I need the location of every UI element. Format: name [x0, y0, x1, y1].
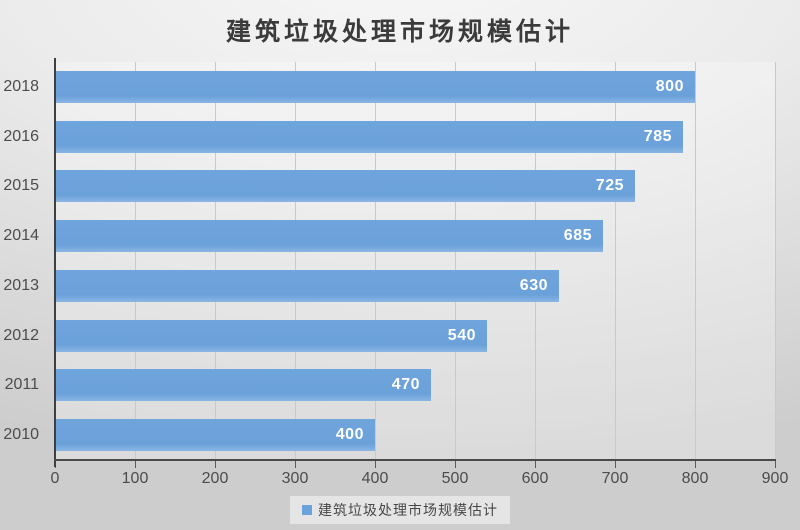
x-axis-tick-100	[135, 461, 136, 468]
x-axis-tick-label-900: 900	[761, 470, 789, 487]
x-axis-tick-400	[375, 461, 376, 468]
x-axis-tick-500	[455, 461, 456, 468]
y-axis-label-2016: 2016	[3, 127, 39, 145]
bar-value-label-2012: 540	[447, 326, 476, 344]
bar-2018: 800	[55, 70, 695, 103]
legend-label: 建筑垃圾处理市场规模估计	[318, 502, 498, 518]
x-axis-tick-label-100: 100	[121, 470, 149, 487]
bar-2013: 630	[55, 269, 559, 302]
x-axis-tick-label-700: 700	[601, 470, 629, 487]
gridline-300	[295, 62, 296, 460]
x-axis-tick-label-0: 0	[50, 470, 60, 487]
bar-2011: 470	[55, 369, 431, 402]
x-axis-tick-600	[535, 461, 536, 468]
bar-row-2014: 685	[55, 211, 775, 261]
legend-marker-icon	[302, 505, 312, 515]
x-axis-tick-label-400: 400	[361, 470, 389, 487]
bar-value-label-2015: 725	[595, 177, 624, 195]
bar-2010: 400	[55, 419, 375, 452]
gridline-900	[775, 62, 776, 460]
legend-box: 建筑垃圾处理市场规模估计	[290, 496, 510, 524]
y-axis-line	[54, 58, 56, 467]
x-axis-tick-900	[775, 461, 776, 468]
gridline-700	[615, 62, 616, 460]
gridline-600	[535, 62, 536, 460]
bar-row-2015: 725	[55, 162, 775, 212]
bar-2016: 785	[55, 120, 683, 153]
bar-row-2013: 630	[55, 261, 775, 311]
bar-value-label-2011: 470	[391, 376, 420, 394]
bar-row-2011: 470	[55, 361, 775, 411]
x-axis-line	[54, 459, 776, 461]
y-axis-label-2013: 2013	[3, 276, 39, 294]
bar-value-label-2014: 685	[563, 227, 592, 245]
x-axis-tick-700	[615, 461, 616, 468]
bar-row-2010: 400	[55, 410, 775, 460]
gridline-200	[214, 62, 216, 460]
y-axis-label-2015: 2015	[3, 177, 39, 195]
gridline-500	[455, 62, 456, 460]
y-axis-label-2010: 2010	[3, 426, 39, 444]
x-axis-tick-label-300: 300	[281, 470, 309, 487]
gridline-400	[374, 62, 376, 460]
y-axis-labels: 2018 2016 2015 2014 2013 2012 2011 2010	[0, 62, 48, 460]
x-axis-tick-label-600: 600	[521, 470, 549, 487]
x-axis-tick-300	[295, 461, 296, 468]
bar-value-label-2010: 400	[335, 426, 364, 444]
x-axis-tick-200	[215, 461, 216, 468]
bar-2014: 685	[55, 220, 603, 253]
y-axis-label-2018: 2018	[3, 77, 39, 95]
bar-row-2018: 800	[55, 62, 775, 112]
plot-area: 800 785 725 685 630 540 470 400	[54, 58, 776, 467]
chart-title: 建筑垃圾处理市场规模估计	[225, 18, 574, 46]
bar-value-label-2016: 785	[643, 127, 672, 145]
bar-row-2012: 540	[55, 311, 775, 361]
x-axis-tick-800	[695, 461, 696, 468]
gridline-100	[134, 62, 136, 460]
bar-2012: 540	[55, 319, 487, 352]
bar-rows: 800 785 725 685 630 540 470 400	[55, 62, 775, 460]
bar-2015: 725	[55, 170, 635, 203]
gridline-800	[694, 62, 696, 460]
x-axis-tick-label-800: 800	[681, 470, 709, 487]
legend: 建筑垃圾处理市场规模估计	[0, 496, 800, 524]
x-axis: 0 100 200 300 400 500 600 700 800 900	[51, 461, 788, 495]
bar-value-label-2018: 800	[655, 77, 684, 95]
x-axis-tick-label-500: 500	[441, 470, 469, 487]
y-axis-label-2011: 2011	[4, 376, 39, 394]
bar-row-2016: 785	[55, 112, 775, 162]
bar-value-label-2013: 630	[519, 276, 548, 294]
x-axis-tick-label-200: 200	[201, 470, 229, 487]
y-axis-label-2014: 2014	[3, 227, 39, 245]
y-axis-label-2012: 2012	[3, 326, 39, 344]
